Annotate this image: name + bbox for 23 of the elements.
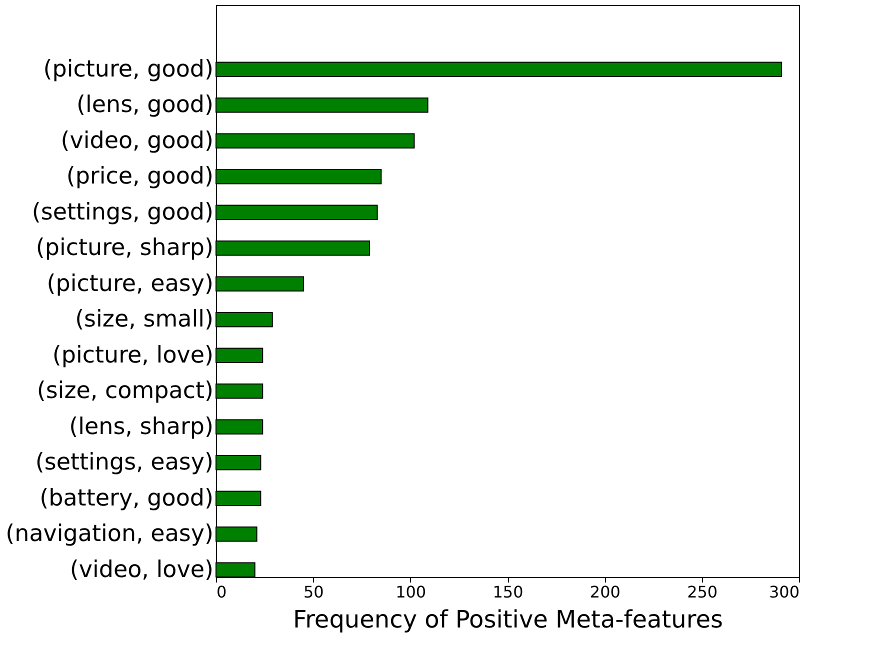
x-tick-label: 200	[590, 582, 620, 602]
y-tick-label: (video, good)	[60, 128, 214, 154]
y-tick-label: (picture, good)	[43, 56, 214, 82]
y-tick-label: (picture, easy)	[46, 270, 214, 297]
x-tick-label: 0	[216, 582, 227, 602]
y-tick-label: (price, good)	[66, 164, 214, 190]
x-tick-label: 300	[768, 582, 800, 602]
x-tick-label: 150	[492, 582, 524, 602]
y-tick-label: (settings, easy)	[35, 450, 214, 476]
y-tick-label: (size, compact)	[36, 378, 214, 404]
y-tick-label: (video, love)	[70, 556, 214, 583]
x-tick-label: 250	[687, 582, 718, 602]
x-tick-label: 100	[396, 582, 426, 602]
y-tick-label: (picture, love)	[52, 342, 214, 368]
x-axis-title: Frequency of Positive Meta-features	[293, 606, 723, 634]
y-tick-label: (picture, sharp)	[36, 235, 214, 262]
y-tick-label: (lens, good)	[76, 92, 214, 118]
y-tick-label: (size, small)	[75, 306, 214, 333]
x-tick-label: 50	[303, 582, 324, 602]
y-tick-label: (lens, sharp)	[69, 414, 214, 440]
y-tick-label: (navigation, easy)	[6, 521, 214, 548]
y-tick-label: (settings, good)	[32, 199, 214, 226]
y-tick-label: (battery, good)	[40, 485, 214, 512]
